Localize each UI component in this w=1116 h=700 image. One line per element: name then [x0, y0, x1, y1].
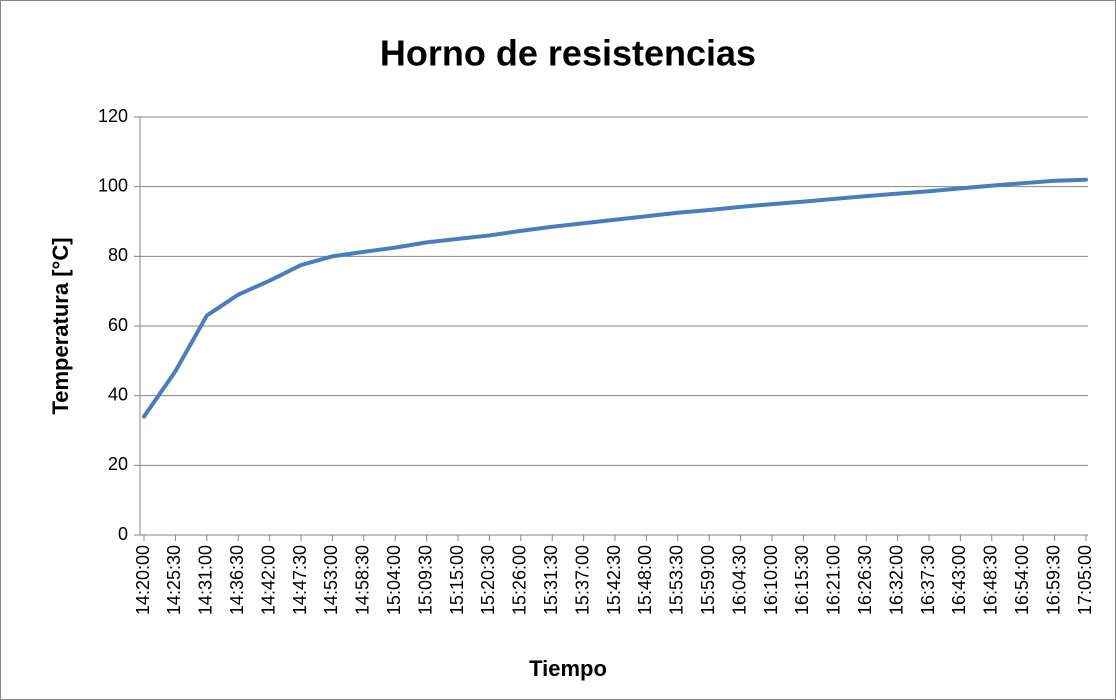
- x-tick-label: 14:25:30: [164, 545, 184, 615]
- x-tick-label: 15:31:30: [541, 545, 561, 615]
- x-tick-label: 14:42:00: [258, 545, 278, 615]
- y-tick-label: 20: [108, 454, 128, 474]
- x-tick-label: 16:54:00: [1012, 545, 1032, 615]
- x-tick-label: 16:04:30: [729, 545, 749, 615]
- y-tick-label: 60: [108, 315, 128, 335]
- x-tick-label: 16:43:00: [949, 545, 969, 615]
- y-tick-label: 100: [98, 175, 128, 195]
- x-tick-label: 15:59:00: [698, 545, 718, 615]
- x-tick-label: 14:53:00: [321, 545, 341, 615]
- x-tick-label: 15:53:30: [667, 545, 687, 615]
- x-tick-label: 17:05:00: [1075, 545, 1095, 615]
- x-tick-label: 16:32:00: [886, 545, 906, 615]
- x-tick-label: 14:47:30: [290, 545, 310, 615]
- y-tick-label: 0: [118, 524, 128, 544]
- x-tick-label: 15:04:00: [384, 545, 404, 615]
- x-tick-label: 15:20:30: [478, 545, 498, 615]
- x-tick-label: 14:31:00: [196, 545, 216, 615]
- chart-title: Horno de resistencias: [380, 33, 756, 74]
- x-tick-label: 16:59:30: [1043, 545, 1063, 615]
- y-tick-label: 80: [108, 245, 128, 265]
- x-tick-label: 15:48:00: [635, 545, 655, 615]
- x-tick-label: 14:58:30: [353, 545, 373, 615]
- x-tick-label: 16:10:00: [761, 545, 781, 615]
- x-tick-label: 16:37:30: [918, 545, 938, 615]
- x-tick-label: 16:21:00: [824, 545, 844, 615]
- x-tick-label: 15:09:30: [415, 545, 435, 615]
- x-tick-label: 14:20:00: [133, 545, 153, 615]
- y-tick-label: 120: [98, 106, 128, 126]
- x-axis-label: Tiempo: [529, 656, 607, 681]
- x-tick-label: 15:37:00: [572, 545, 592, 615]
- x-tick-label: 15:26:00: [510, 545, 530, 615]
- y-tick-label: 40: [108, 384, 128, 404]
- x-tick-label: 16:15:30: [792, 545, 812, 615]
- x-tick-label: 15:42:30: [604, 545, 624, 615]
- x-tick-label: 14:36:30: [227, 545, 247, 615]
- x-tick-label: 16:48:30: [981, 545, 1001, 615]
- x-tick-label: 16:26:30: [855, 545, 875, 615]
- data-line: [142, 177, 1088, 419]
- x-tick-label: 15:15:00: [447, 545, 467, 615]
- y-axis-label: Temperatura [°C]: [48, 237, 73, 414]
